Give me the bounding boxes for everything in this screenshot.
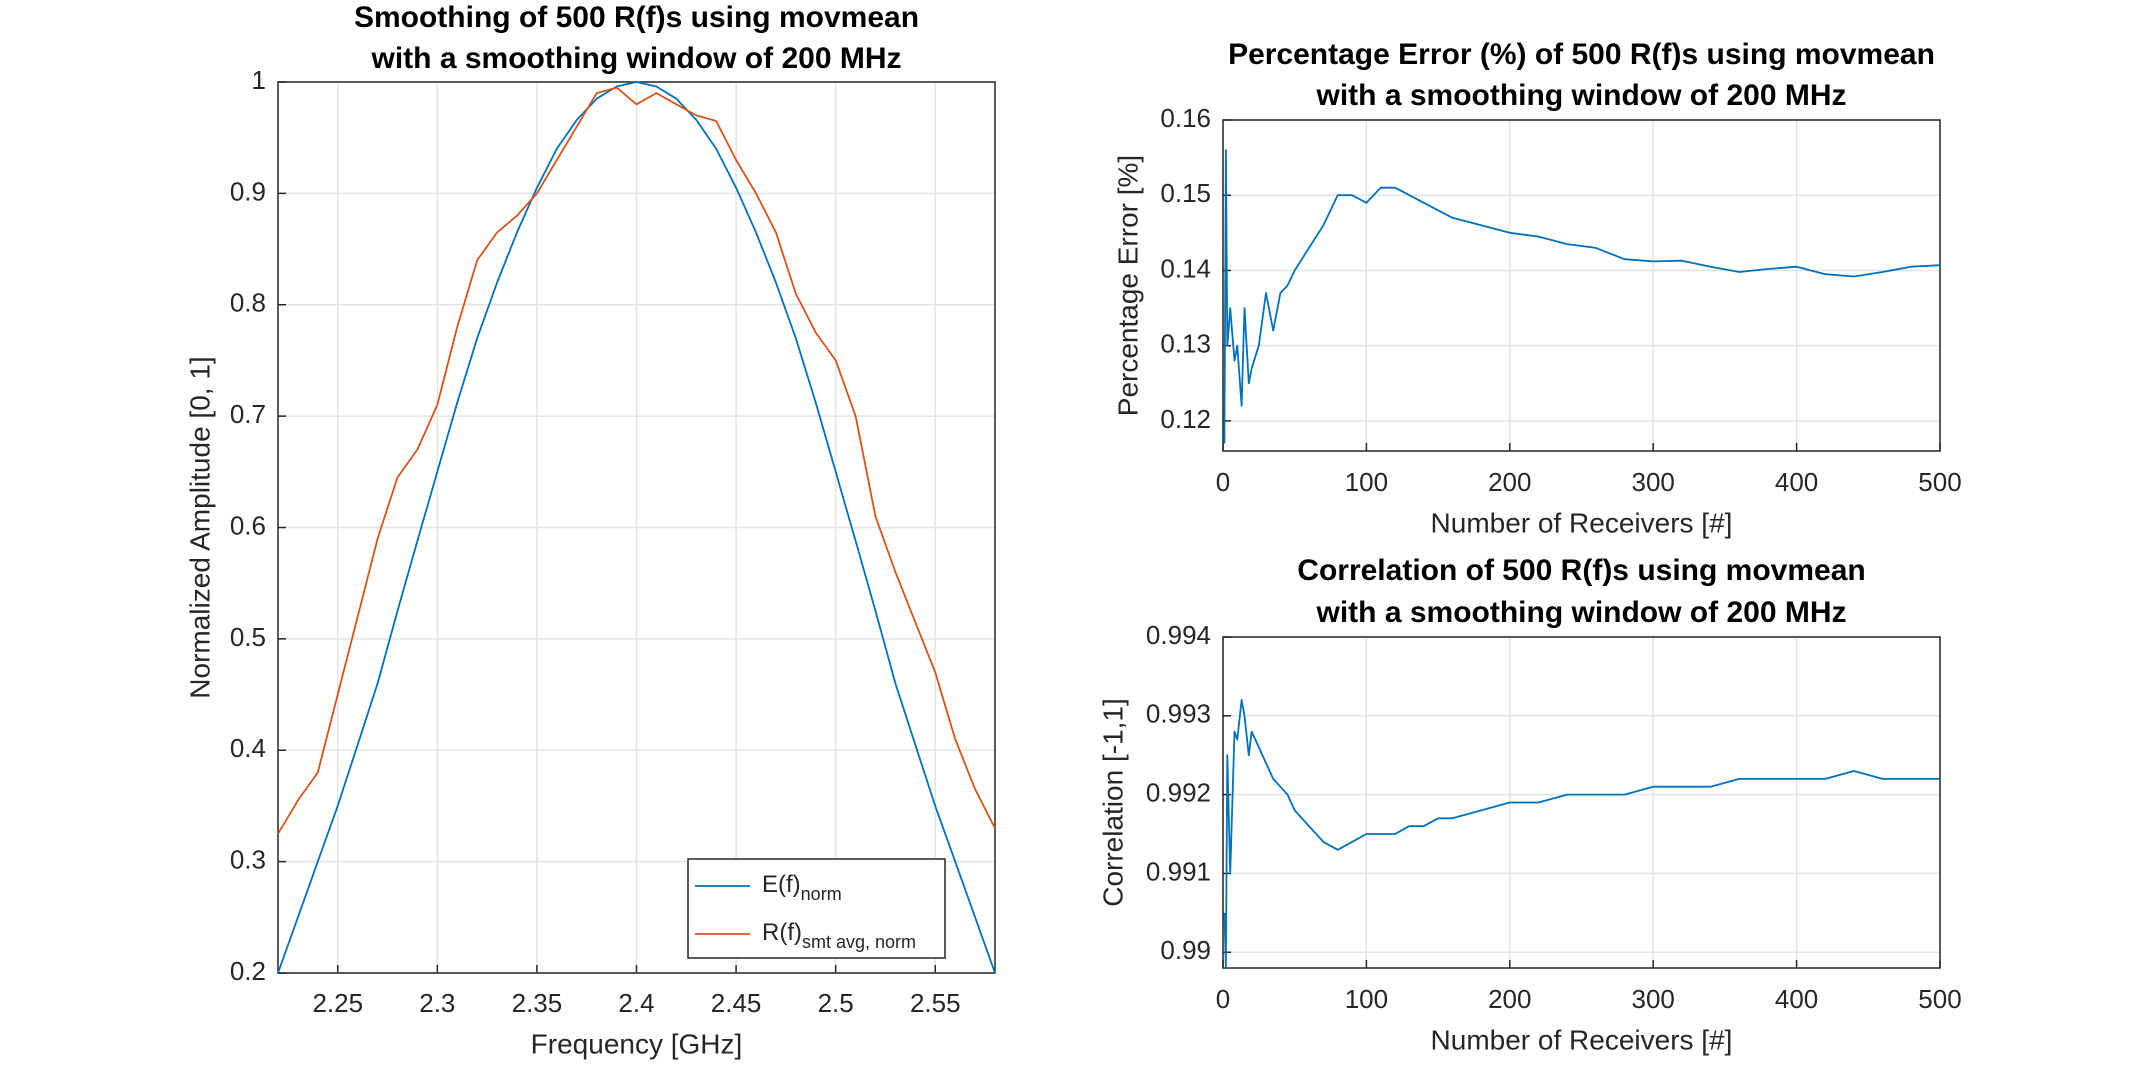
x-tick-label: 200: [1488, 984, 1531, 1014]
y-tick-label: 0.6: [230, 510, 266, 540]
y-tick-label: 0.3: [230, 845, 266, 875]
data-line: [1223, 149, 1941, 444]
data-line: [277, 81, 996, 974]
x-tick-label: 400: [1775, 984, 1818, 1014]
y-tick-label: 0.8: [230, 288, 266, 318]
chart-title: with a smoothing window of 200 MHz: [1316, 79, 1847, 112]
x-tick-label: 400: [1775, 467, 1818, 497]
legend-label: R(f)smt avg, norm: [762, 919, 916, 951]
x-tick-label: 2.35: [512, 988, 563, 1018]
x-tick-label: 2.55: [910, 988, 961, 1018]
legend-box: [687, 858, 946, 959]
legend-subscript: smt avg, norm: [802, 932, 916, 952]
x-tick-label: 500: [1918, 467, 1961, 497]
x-tick-label: 0: [1216, 467, 1230, 497]
axes-box: [1222, 636, 1941, 969]
y-axis-label: Normalized Amplitude [0, 1]: [184, 356, 215, 698]
legend-label: E(f)norm: [762, 871, 842, 903]
data-line: [1223, 699, 1940, 969]
legend-name: R(f): [762, 919, 802, 946]
x-tick-label: 2.3: [419, 988, 455, 1018]
y-tick-label: 0.992: [1146, 777, 1211, 807]
y-tick-label: 0.99: [1160, 935, 1211, 965]
y-tick-label: 0.9: [230, 176, 266, 206]
x-tick-label: 2.25: [312, 988, 363, 1018]
x-tick-label: 100: [1345, 467, 1388, 497]
x-tick-label: 2.5: [818, 988, 854, 1018]
legend-name: E(f): [762, 871, 801, 898]
y-tick-label: 1: [252, 65, 266, 95]
axes-box: [1222, 119, 1941, 452]
x-tick-label: 300: [1632, 984, 1675, 1014]
y-tick-label: 0.14: [1160, 253, 1211, 283]
x-tick-label: 2.4: [618, 988, 654, 1018]
x-axis-label: Number of Receivers [#]: [1431, 1024, 1733, 1055]
y-tick-label: 0.2: [230, 956, 266, 986]
chart-title: Smoothing of 500 R(f)s using movmean: [354, 1, 919, 34]
y-tick-label: 0.13: [1160, 329, 1211, 359]
y-tick-label: 0.991: [1146, 856, 1211, 886]
x-axis-label: Frequency [GHz]: [531, 1028, 743, 1059]
x-tick-label: 200: [1488, 467, 1531, 497]
x-tick-label: 500: [1918, 984, 1961, 1014]
y-tick-label: 0.4: [230, 733, 266, 763]
legend-subscript: norm: [801, 884, 842, 904]
y-tick-label: 0.7: [230, 399, 266, 429]
chart-title: Correlation of 500 R(f)s using movmean: [1297, 554, 1865, 587]
y-tick-label: 0.12: [1160, 404, 1211, 434]
y-tick-label: 0.993: [1146, 699, 1211, 729]
x-tick-label: 100: [1345, 984, 1388, 1014]
y-axis-label: Percentage Error [%]: [1112, 155, 1143, 416]
data-line: [277, 86, 996, 835]
y-tick-label: 0.994: [1146, 620, 1211, 650]
chart-title: with a smoothing window of 200 MHz: [1316, 596, 1847, 629]
y-tick-label: 0.15: [1160, 178, 1211, 208]
y-tick-label: 0.5: [230, 622, 266, 652]
x-axis-label: Number of Receivers [#]: [1431, 507, 1733, 538]
x-tick-label: 2.45: [711, 988, 762, 1018]
x-tick-label: 0: [1216, 984, 1230, 1014]
chart-title: Percentage Error (%) of 500 R(f)s using …: [1228, 38, 1935, 71]
y-tick-label: 0.16: [1160, 103, 1211, 133]
x-tick-label: 300: [1632, 467, 1675, 497]
y-axis-label: Correlation [-1,1]: [1097, 698, 1128, 907]
chart-title: with a smoothing window of 200 MHz: [371, 42, 902, 75]
